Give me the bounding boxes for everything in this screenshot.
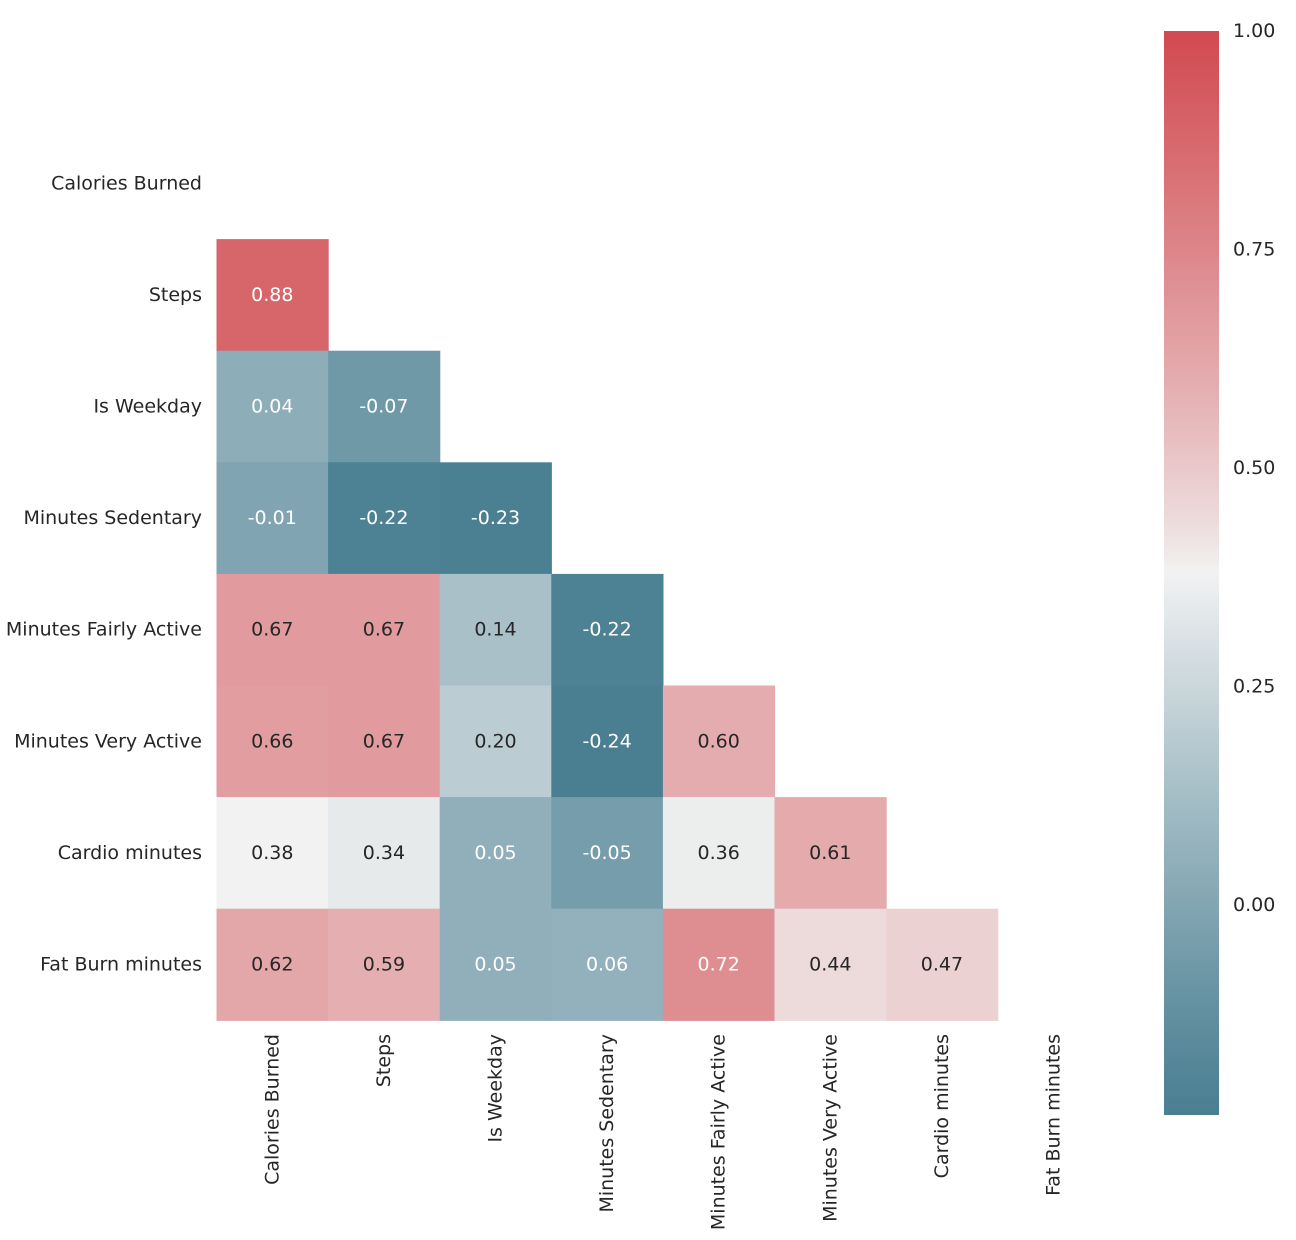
column-label-calories-burned: Calories Burned <box>261 1034 283 1185</box>
heatmap-cell-fat-burn-minutes-cardio-minutes <box>886 908 999 1021</box>
heatmap-cell-minutes-very-active-calories-burned <box>216 685 329 798</box>
colorbar: 0.00 0.25 0.50 0.75 1.00 <box>1164 20 1275 1115</box>
row-label-fat-burn-minutes: Fat Burn minutes <box>40 954 202 976</box>
heatmap-cell-minutes-sedentary-is-weekday <box>439 462 552 575</box>
heatmap-cell-cardio-minutes-minutes-fairly-active <box>662 797 776 910</box>
cell-value-label: 0.67 <box>363 619 405 641</box>
heatmap-cell-fat-burn-minutes-calories-burned <box>216 908 329 1021</box>
heatmap-cell-minutes-sedentary-steps <box>328 462 441 575</box>
row-label-cardio-minutes: Cardio minutes <box>58 842 202 864</box>
column-label-is-weekday: Is Weekday <box>485 1034 507 1143</box>
cell-value-label: 0.67 <box>363 730 405 752</box>
cell-value-label: 0.34 <box>363 842 405 864</box>
cell-value-label: 0.61 <box>809 842 851 864</box>
heatmap-cell-minutes-fairly-active-is-weekday <box>439 573 552 687</box>
row-label-calories-burned: Calories Burned <box>51 172 202 194</box>
heatmap-cells <box>216 239 999 1021</box>
column-label-minutes-fairly-active: Minutes Fairly Active <box>708 1034 730 1230</box>
heatmap-cell-fat-burn-minutes-steps <box>328 908 441 1021</box>
heatmap-cell-cardio-minutes-calories-burned <box>216 797 329 910</box>
cell-value-label: 0.60 <box>698 730 740 752</box>
cell-value-label: 0.66 <box>251 730 293 752</box>
colorbar-tick-label: 1.00 <box>1233 20 1275 42</box>
heatmap-cell-is-weekday-steps <box>328 350 441 463</box>
heatmap-cell-minutes-fairly-active-minutes-sedentary <box>551 573 664 687</box>
heatmap-cell-fat-burn-minutes-minutes-sedentary <box>551 908 664 1021</box>
heatmap-cell-fat-burn-minutes-minutes-very-active <box>774 908 887 1021</box>
column-label-fat-burn-minutes: Fat Burn minutes <box>1043 1034 1065 1196</box>
row-label-minutes-very-active: Minutes Very Active <box>14 730 202 752</box>
cell-value-label: -0.22 <box>583 619 632 641</box>
row-label-steps: Steps <box>149 284 202 306</box>
column-label-cardio-minutes: Cardio minutes <box>931 1034 953 1178</box>
cell-value-label: -0.05 <box>583 842 632 864</box>
heatmap-cell-is-weekday-calories-burned <box>216 350 329 463</box>
colorbar-tick-label: 0.25 <box>1233 676 1275 698</box>
column-label-steps: Steps <box>373 1034 395 1087</box>
cell-value-label: 0.88 <box>251 284 293 306</box>
heatmap-cell-minutes-fairly-active-steps <box>328 573 441 687</box>
heatmap-cell-fat-burn-minutes-is-weekday <box>439 908 552 1021</box>
heatmap-cell-minutes-very-active-minutes-fairly-active <box>662 685 776 798</box>
cell-value-label: -0.23 <box>471 507 520 529</box>
colorbar-tick-label: 0.00 <box>1233 894 1275 916</box>
cell-value-label: 0.20 <box>474 730 516 752</box>
heatmap-cell-cardio-minutes-minutes-sedentary <box>551 797 664 910</box>
colorbar-tick-label: 0.75 <box>1233 239 1275 261</box>
column-label-minutes-very-active: Minutes Very Active <box>819 1034 841 1222</box>
colorbar-tick-label: 0.50 <box>1233 457 1275 479</box>
heatmap-cell-minutes-very-active-is-weekday <box>439 685 552 798</box>
heatmap-cell-cardio-minutes-steps <box>328 797 441 910</box>
cell-value-label: 0.72 <box>698 954 740 976</box>
heatmap-cell-labels: 0.88 0.04 -0.07 -0.01 -0.22 -0.23 0.67 0.67 0.14… <box>248 284 963 976</box>
cell-value-label: 0.59 <box>363 954 405 976</box>
heatmap-cell-fat-burn-minutes-minutes-fairly-active <box>662 908 776 1021</box>
heatmap-cell-cardio-minutes-minutes-very-active <box>774 797 887 910</box>
cell-value-label: 0.14 <box>474 619 516 641</box>
row-label-is-weekday: Is Weekday <box>93 396 202 418</box>
cell-value-label: 0.47 <box>921 954 963 976</box>
cell-value-label: 0.67 <box>251 619 293 641</box>
cell-value-label: -0.22 <box>359 507 408 529</box>
heatmap-cell-minutes-sedentary-calories-burned <box>216 462 329 575</box>
column-labels: Calories Burned Steps Is Weekday Minutes Se… <box>261 1034 1064 1230</box>
row-label-minutes-sedentary: Minutes Sedentary <box>23 507 202 529</box>
cell-value-label: -0.07 <box>359 396 408 418</box>
column-label-minutes-sedentary: Minutes Sedentary <box>596 1034 618 1213</box>
cell-value-label: 0.06 <box>586 954 628 976</box>
heatmap-cell-cardio-minutes-is-weekday <box>439 797 552 910</box>
row-label-minutes-fairly-active: Minutes Fairly Active <box>6 619 202 641</box>
cell-value-label: 0.36 <box>698 842 740 864</box>
cell-value-label: 0.05 <box>474 954 516 976</box>
cell-value-label: 0.38 <box>251 842 293 864</box>
cell-value-label: -0.24 <box>583 730 632 752</box>
cell-value-label: -0.01 <box>248 507 297 529</box>
cell-value-label: 0.62 <box>251 954 293 976</box>
heatmap-cell-minutes-very-active-steps <box>328 685 441 798</box>
cell-value-label: 0.44 <box>809 954 851 976</box>
row-labels: Calories Burned Steps Is Weekday Minutes Se… <box>6 172 202 975</box>
heatmap-cell-steps-calories-burned <box>216 239 329 352</box>
colorbar-gradient <box>1164 31 1219 1115</box>
cell-value-label: 0.05 <box>474 842 516 864</box>
heatmap-cell-minutes-fairly-active-calories-burned <box>216 573 329 687</box>
heatmap-cell-minutes-very-active-minutes-sedentary <box>551 685 664 798</box>
cell-value-label: 0.04 <box>251 396 293 418</box>
